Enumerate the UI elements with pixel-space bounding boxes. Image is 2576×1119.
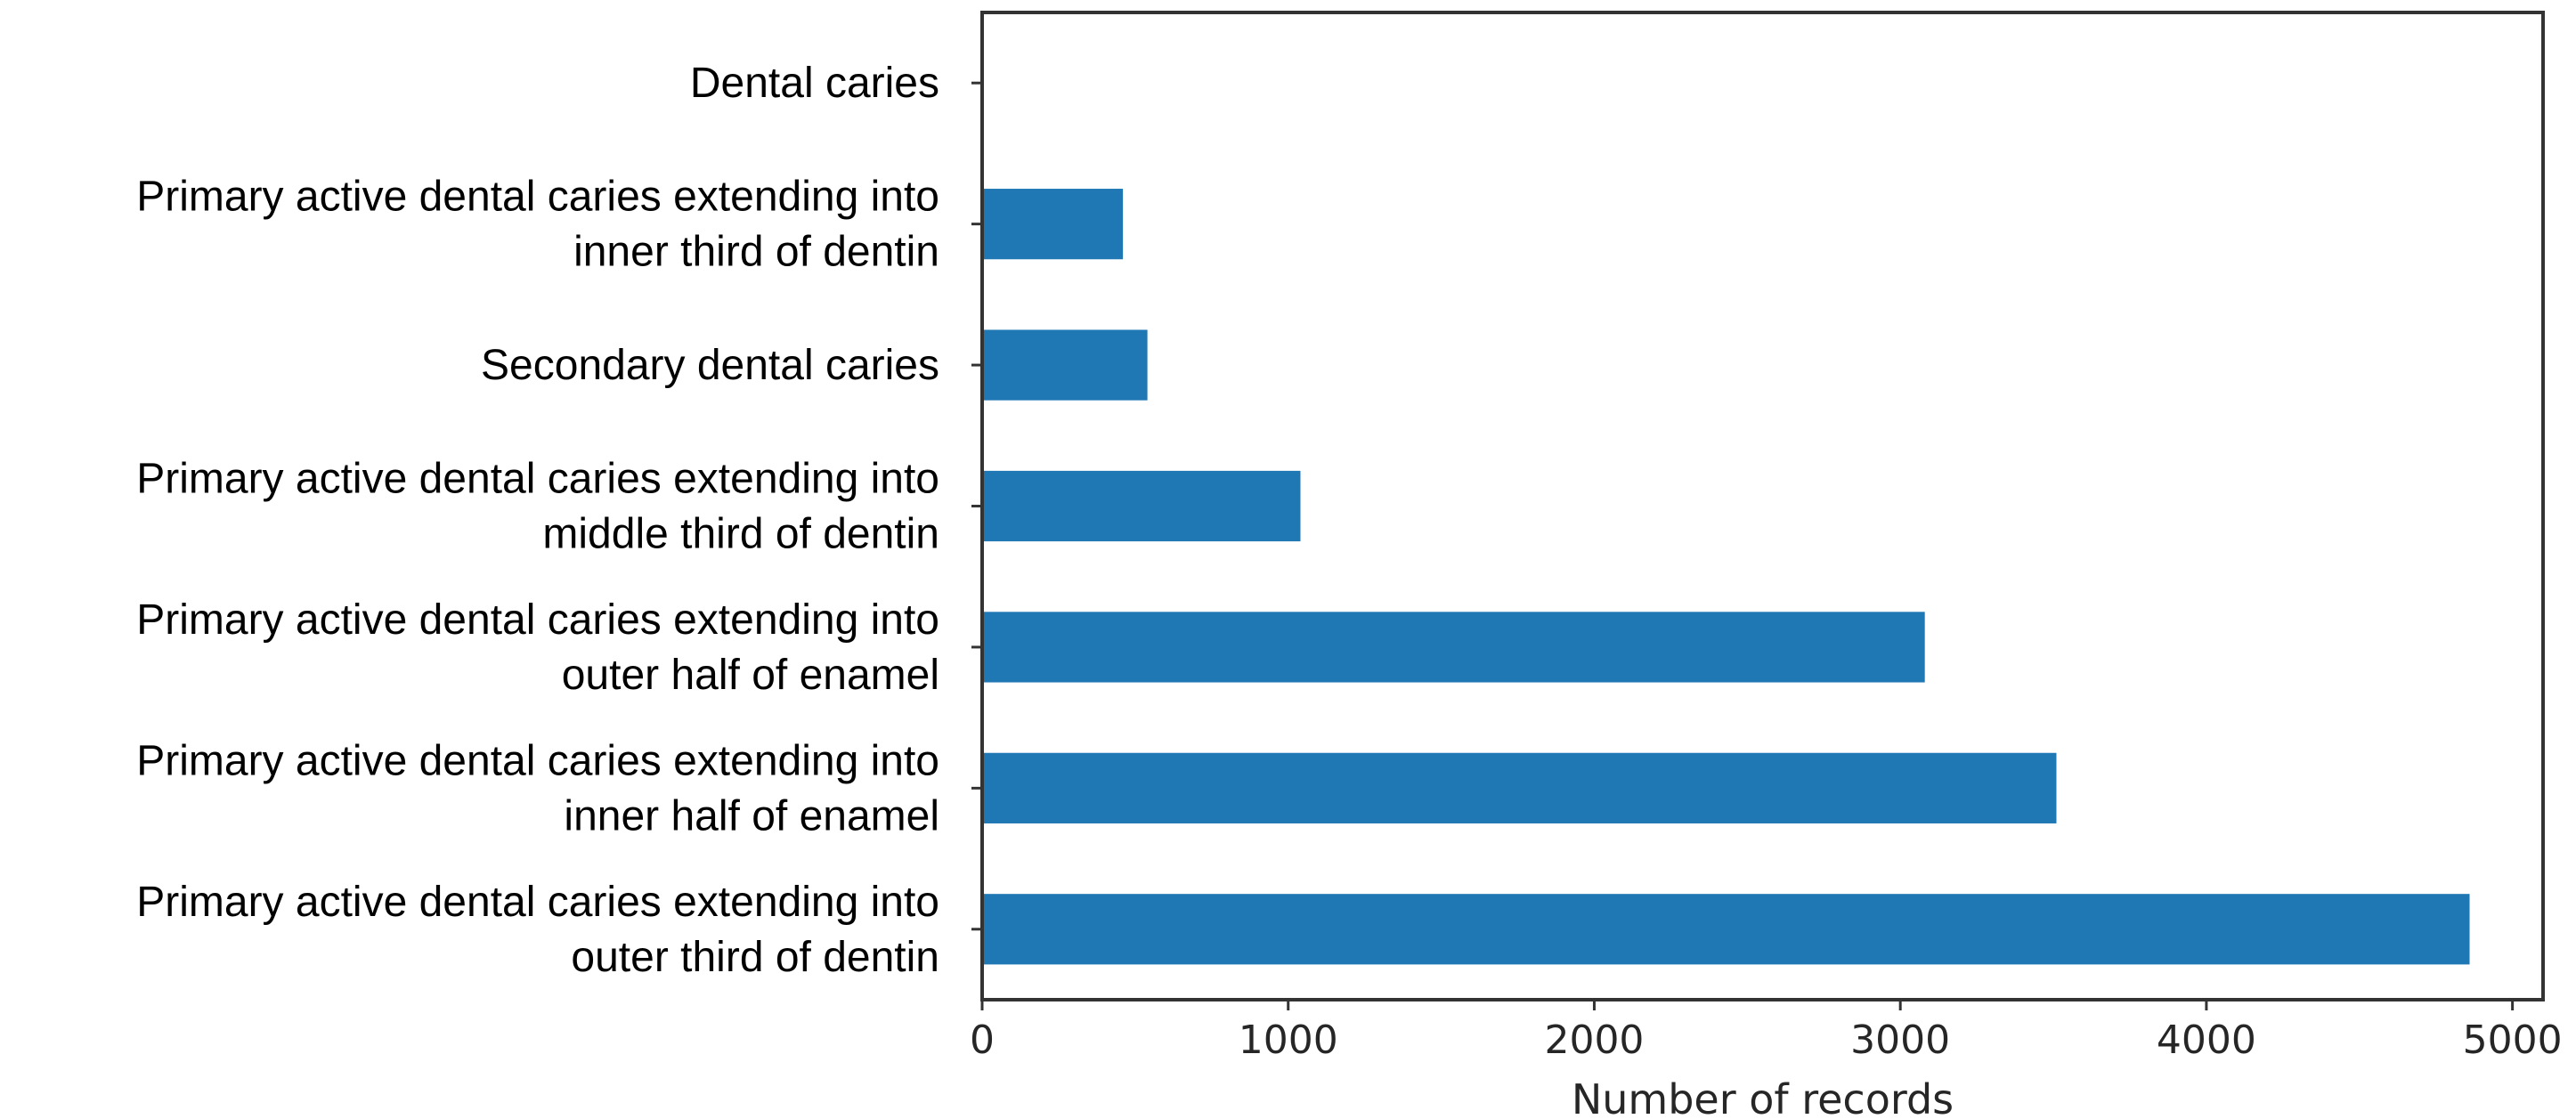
x-tick-label: 1000	[1239, 1018, 1338, 1063]
plot-frame	[980, 11, 2545, 1001]
y-category-label-line: inner third of dentin	[573, 229, 939, 276]
bar	[982, 894, 2470, 965]
bar	[982, 752, 2057, 823]
y-category-label-line: Primary active dental caries extending i…	[136, 174, 939, 221]
bar	[982, 612, 1925, 683]
x-tick-label: 3000	[1850, 1018, 1950, 1063]
bar	[982, 189, 1124, 260]
y-category-label: Secondary dental caries	[481, 342, 939, 389]
x-tick-label: 2000	[1544, 1018, 1644, 1063]
y-category-label: Dental caries	[690, 60, 939, 107]
bar	[982, 329, 1148, 401]
y-category-label-line: Dental caries	[690, 60, 939, 107]
y-category-labels: Dental caries Primary active dental carie…	[136, 60, 939, 981]
x-tick-label: 5000	[2463, 1018, 2563, 1063]
x-tick-labels: 0 1000 2000 3000 4000 5000	[970, 1018, 2563, 1063]
x-tick-label: 4000	[2157, 1018, 2256, 1063]
y-category-label-line: Primary active dental caries extending i…	[136, 737, 939, 784]
x-axis-title: Number of records	[1572, 1075, 1954, 1119]
y-category-label: Primary active dental caries extending i…	[136, 737, 939, 839]
bars-layer	[982, 189, 2470, 965]
y-category-label: Primary active dental caries extending i…	[136, 879, 939, 981]
y-category-label: Primary active dental caries extending i…	[136, 456, 939, 558]
y-category-label-line: Secondary dental caries	[481, 342, 939, 389]
y-category-label-line: outer half of enamel	[562, 652, 939, 699]
y-category-label-line: Primary active dental caries extending i…	[136, 879, 939, 926]
y-category-label-line: Primary active dental caries extending i…	[136, 456, 939, 503]
y-tick-marks	[971, 81, 982, 931]
y-category-label-line: middle third of dentin	[542, 511, 939, 558]
x-tick-label: 0	[970, 1018, 995, 1063]
y-category-label-line: Primary active dental caries extending i…	[136, 596, 939, 644]
y-category-label-line: inner half of enamel	[564, 792, 939, 839]
y-category-label: Primary active dental caries extending i…	[136, 596, 939, 699]
y-category-label-line: outer third of dentin	[571, 934, 939, 981]
bar	[982, 470, 1301, 542]
y-category-label: Primary active dental caries extending i…	[136, 174, 939, 276]
